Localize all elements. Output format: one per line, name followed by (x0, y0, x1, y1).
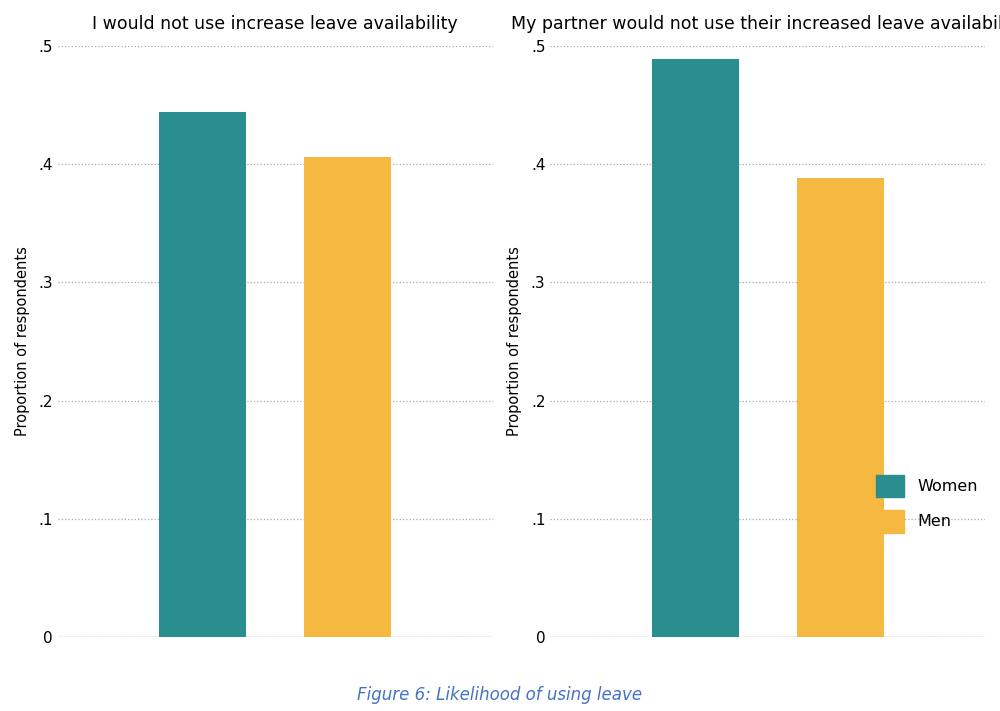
Text: Figure 6: Likelihood of using leave: Figure 6: Likelihood of using leave (357, 686, 643, 704)
Legend: Women, Men: Women, Men (868, 466, 986, 540)
Bar (797, 178, 884, 637)
Title: My partner would not use their increased leave availability: My partner would not use their increased… (511, 15, 1000, 33)
Y-axis label: Proportion of respondents: Proportion of respondents (508, 247, 522, 437)
Bar (652, 59, 739, 637)
Bar (159, 112, 246, 637)
Bar (304, 157, 391, 637)
Y-axis label: Proportion of respondents: Proportion of respondents (15, 247, 30, 437)
Title: I would not use increase leave availability: I would not use increase leave availabil… (92, 15, 458, 33)
